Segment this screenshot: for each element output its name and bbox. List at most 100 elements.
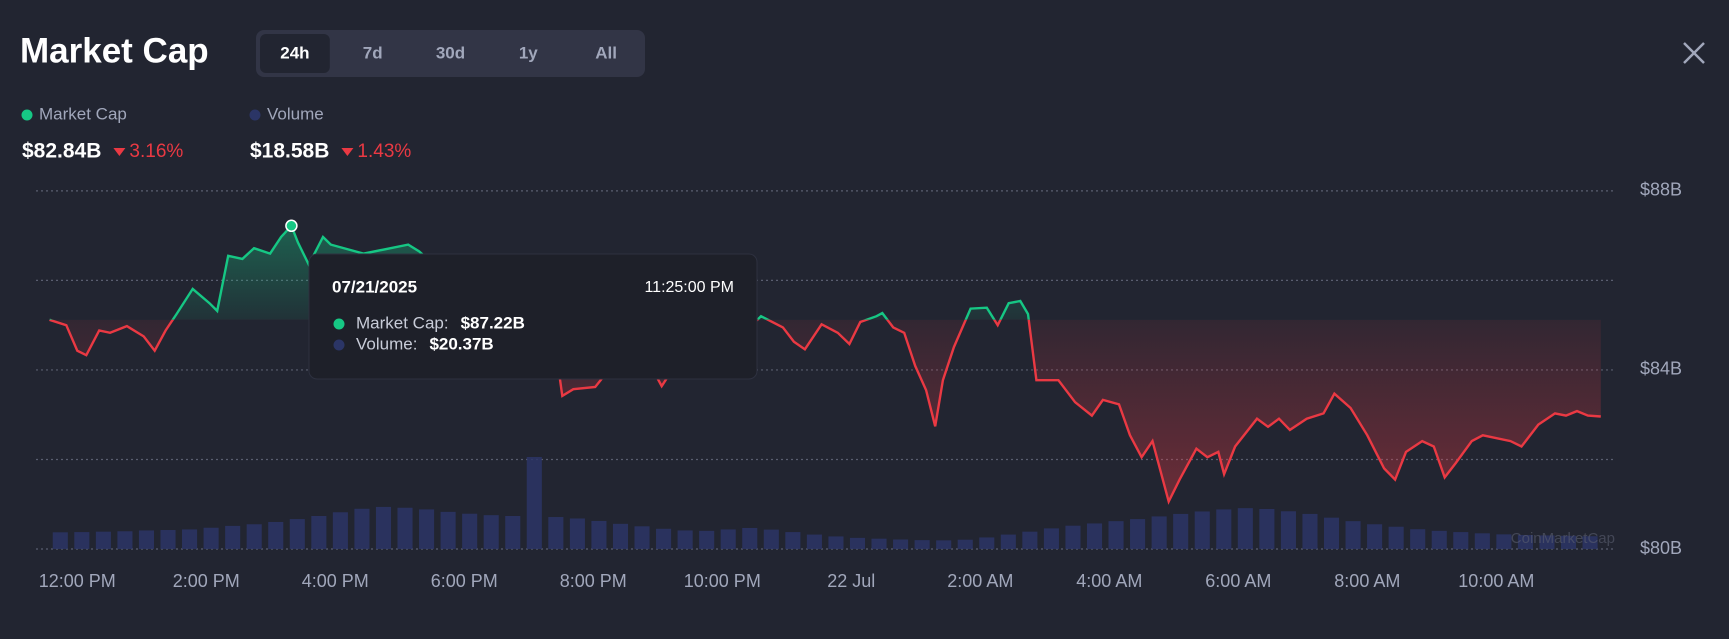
volume-bar <box>440 511 456 549</box>
legend-dot <box>21 109 33 121</box>
title: Market Cap <box>20 31 209 70</box>
volume-bar <box>246 524 262 549</box>
tab[interactable]: 30d <box>436 43 465 62</box>
volume-bar <box>311 515 327 549</box>
volume-bar <box>182 529 198 549</box>
volume-bar <box>354 508 370 549</box>
volume-bar <box>375 506 392 549</box>
volume-bar <box>871 538 887 549</box>
summary-change: 3.16% <box>129 141 183 162</box>
down-arrow <box>113 148 126 156</box>
volume-bar <box>1022 531 1038 549</box>
volume-bar <box>914 540 930 549</box>
volume-bar <box>160 530 176 549</box>
volume-bar <box>397 507 413 549</box>
volume-bar <box>569 518 585 549</box>
volume-bar <box>957 539 973 549</box>
tabs: 24h 7d 30d 1y All <box>260 34 617 73</box>
volume-bar <box>1237 508 1253 549</box>
volume-bar <box>936 540 952 549</box>
volume-bar <box>591 520 607 549</box>
volume-bar <box>117 531 133 549</box>
x-tick-label: 10:00 AM <box>1458 571 1534 591</box>
summary-change: 1.43% <box>357 141 411 162</box>
tooltip: 07/21/2025 11:25:00 PM Market Cap: $87.22B V… <box>308 253 758 380</box>
volume-bar <box>1453 532 1469 549</box>
x-tick-label: 2:00 PM <box>173 571 240 591</box>
summary: Market Cap $82.84B 3.16% Volume $18.58B 1.43% <box>21 104 411 163</box>
x-tick-label: 22 Jul <box>827 571 875 591</box>
tab[interactable]: All <box>595 43 617 62</box>
volume-bar <box>699 530 715 549</box>
volume-bar <box>332 512 348 549</box>
tab[interactable]: 7d <box>363 43 383 62</box>
x-tick-label: 8:00 AM <box>1334 571 1400 591</box>
volume-bar <box>74 532 90 549</box>
tab-active-bg <box>260 34 330 73</box>
volume-bar <box>634 526 650 549</box>
volume-bar <box>1130 519 1146 549</box>
y-tick-label: $84B <box>1640 359 1682 379</box>
area-up <box>49 225 1029 320</box>
volume-bar <box>720 529 736 549</box>
volume-bar <box>742 527 758 549</box>
watermark: CoinMarketCap <box>1511 530 1615 547</box>
tooltip-value: $20.37B <box>429 334 493 353</box>
market-cap-line-up <box>49 223 1030 320</box>
volume-bar <box>677 530 693 549</box>
volume-bar <box>1539 535 1555 549</box>
volume-bar <box>1065 525 1081 549</box>
summary-value: $82.84B <box>22 140 101 163</box>
volume-bar <box>203 527 219 549</box>
x-tick-label: 6:00 AM <box>1205 571 1271 591</box>
tooltip-date: 07/21/2025 <box>332 277 417 296</box>
tab[interactable]: 24h <box>280 43 309 62</box>
summary-value: $18.58B <box>250 140 329 163</box>
legend-label: Volume <box>267 104 324 123</box>
volume-bar <box>785 532 801 549</box>
volume-bar <box>656 528 672 549</box>
tooltip-dot <box>333 339 345 351</box>
volume-bar <box>225 525 241 549</box>
volume-bar <box>1496 534 1512 549</box>
volume-bar <box>95 531 111 549</box>
volume-bar <box>979 537 995 549</box>
legend-dot <box>249 109 261 121</box>
y-tick-label: $88B <box>1640 180 1682 200</box>
volume-bar <box>1000 534 1016 549</box>
volume-bar <box>1582 536 1598 549</box>
volume-bar <box>289 519 305 549</box>
x-tick-label: 4:00 PM <box>302 571 369 591</box>
volume-bar <box>138 530 155 549</box>
x-tick-label: 8:00 PM <box>560 571 627 591</box>
area-down <box>49 319 1601 502</box>
volume-bar <box>1043 528 1059 549</box>
volume-bar <box>462 513 478 549</box>
volume-bar <box>1108 521 1124 549</box>
close-button[interactable] <box>1683 42 1705 64</box>
volume-bar <box>1194 511 1210 549</box>
down-arrow <box>341 148 354 156</box>
volume-bar <box>548 517 564 549</box>
volume-bar <box>1280 511 1296 549</box>
volume-bar <box>849 537 866 549</box>
volume-bar <box>1517 534 1533 549</box>
volume-bar <box>1086 523 1103 549</box>
volume-bar <box>1216 509 1232 549</box>
volume-bar <box>1367 524 1383 549</box>
volume-bar <box>1410 529 1426 549</box>
volume-bar <box>1560 535 1577 549</box>
x-tick-label: 4:00 AM <box>1076 571 1142 591</box>
volume-bar <box>806 534 822 549</box>
volume-bar <box>763 529 779 549</box>
tab[interactable]: 1y <box>519 43 538 62</box>
volume-bar <box>505 515 521 549</box>
tooltip-bg <box>308 253 758 380</box>
volume-bar <box>893 539 909 549</box>
plot-area: $80B $84B $88B 12:00 PM 2:00 PM 4:00 PM 6:00 P… <box>36 180 1682 591</box>
tooltip-time: 11:25:00 PM <box>644 279 734 296</box>
volume-bar <box>828 536 844 549</box>
volume-bar <box>1173 513 1189 549</box>
